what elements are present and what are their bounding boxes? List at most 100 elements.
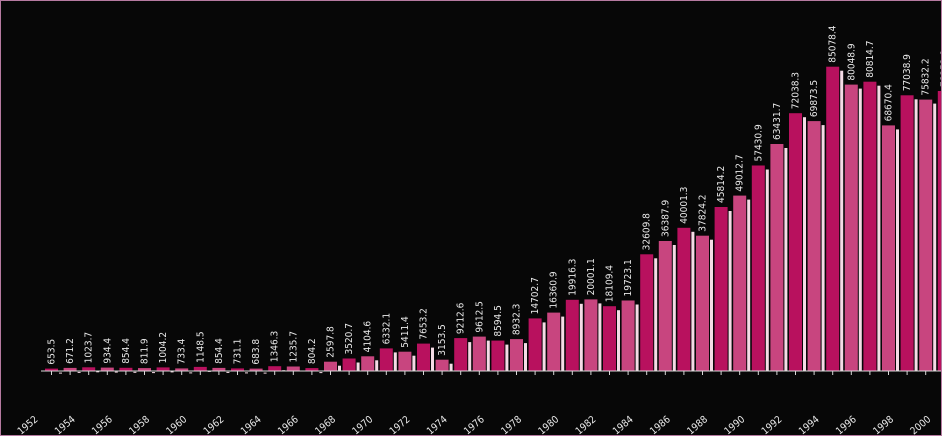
bar-highlight-1988 — [728, 211, 732, 371]
bar-highlight-1961 — [226, 371, 230, 373]
bar-1987 — [696, 235, 709, 371]
bar-1998 — [900, 95, 914, 372]
x-tick-label-1966: 1966 — [276, 414, 301, 435]
x-tick-label-1962: 1962 — [202, 414, 227, 435]
bar-1999 — [919, 99, 933, 371]
x-tick-label-1970: 1970 — [351, 414, 376, 435]
bar-highlight-1997 — [896, 129, 899, 371]
bar-highlight-1971 — [412, 355, 416, 371]
bar-1990 — [751, 165, 765, 371]
value-label-1958: 1004.2 — [158, 332, 169, 363]
bar-highlight-1963 — [263, 372, 267, 374]
value-label-1968: 3520.7 — [344, 323, 355, 354]
value-label-1977: 8932.3 — [512, 304, 523, 335]
bar-1989 — [733, 195, 747, 371]
value-label-2000: 78252.9 — [939, 50, 941, 87]
value-label-1985: 36387.9 — [660, 200, 671, 237]
x-tick-label-1978: 1978 — [499, 414, 524, 435]
bar-1955 — [100, 367, 114, 371]
bar-1954 — [82, 367, 96, 371]
bar-1959 — [175, 368, 189, 371]
bar-highlight-1977 — [524, 343, 527, 371]
value-label-1954: 1023.7 — [84, 332, 95, 363]
value-label-1989: 49012.7 — [735, 154, 746, 191]
bar-1962 — [231, 368, 244, 371]
bar-1969 — [361, 356, 375, 371]
bar-1958 — [156, 367, 170, 371]
bar-1997 — [882, 125, 895, 372]
value-label-1980: 19916.3 — [567, 259, 578, 296]
x-ticks-group — [51, 371, 927, 375]
bar-highlight-1995 — [858, 88, 862, 371]
bar-highlight-1979 — [561, 316, 565, 371]
value-label-1991: 63431.7 — [772, 103, 783, 140]
bar-1963 — [249, 368, 263, 371]
x-tick-label-1964: 1964 — [239, 414, 264, 435]
bar-1996 — [863, 81, 877, 371]
bar-highlight-1970 — [393, 352, 397, 371]
value-label-1983: 19723.1 — [623, 259, 634, 296]
bar-highlight-1959 — [189, 372, 193, 374]
value-label-1998: 77038.9 — [902, 54, 913, 91]
x-tick-label-1960: 1960 — [165, 414, 190, 435]
bar-1970 — [379, 348, 393, 371]
bar-1978 — [528, 318, 542, 371]
x-tick-label-1982: 1982 — [574, 414, 599, 435]
bar-1984 — [640, 254, 654, 371]
value-label-1957: 811.9 — [140, 338, 151, 364]
bar-highlight-1996 — [877, 85, 881, 371]
bar-1994 — [826, 66, 840, 371]
bar-1952 — [45, 368, 58, 371]
value-label-1988: 45814.2 — [716, 166, 727, 203]
bar-highlight-1953 — [77, 371, 81, 373]
bar-1965 — [286, 366, 300, 371]
bar-2000 — [937, 91, 941, 371]
value-label-1984: 32609.8 — [642, 213, 653, 250]
value-label-1963: 683.8 — [251, 339, 262, 365]
bar-1974 — [454, 338, 468, 371]
value-label-1987: 37824.2 — [698, 194, 709, 231]
bar-highlight-1993 — [821, 125, 825, 371]
bar-highlight-1968 — [356, 362, 360, 371]
bar-1971 — [398, 351, 412, 371]
value-label-1979: 16360.9 — [549, 271, 560, 308]
bar-1960 — [193, 366, 207, 371]
x-tick-label-1956: 1956 — [90, 414, 115, 435]
bar-1957 — [138, 368, 151, 371]
bar-1972 — [417, 343, 430, 371]
bar-highlight-1955 — [114, 371, 118, 373]
value-label-1966: 804.2 — [307, 338, 318, 364]
value-label-1992: 72038.3 — [791, 72, 802, 109]
bar-1991 — [770, 144, 784, 371]
bar-highlight-1975 — [486, 340, 490, 371]
bar-highlight-1974 — [468, 342, 472, 371]
bar-1953 — [63, 367, 77, 371]
bar-1973 — [435, 359, 449, 371]
value-label-1997: 68670.4 — [884, 84, 895, 121]
bar-highlight-1998 — [914, 99, 918, 372]
x-tick-label-1968: 1968 — [313, 414, 338, 435]
bar-highlight-1989 — [747, 199, 751, 371]
bar-highlight-1990 — [765, 169, 769, 371]
bar-highlight-1985 — [672, 245, 676, 371]
bar-highlight-1986 — [691, 231, 695, 371]
bar-1956 — [119, 367, 133, 371]
bar-1966 — [305, 368, 319, 371]
bar-highlight-1987 — [710, 239, 713, 371]
value-label-1994: 85078.4 — [828, 25, 839, 62]
bar-1982 — [603, 306, 616, 371]
bar-highlight-1973 — [449, 363, 453, 371]
value-label-1956: 854.4 — [121, 338, 132, 364]
bar-1983 — [621, 300, 635, 371]
value-label-1964: 1346.3 — [270, 331, 281, 362]
x-tick-label-1992: 1992 — [760, 414, 785, 435]
x-tick-label-1974: 1974 — [425, 414, 450, 435]
value-label-1993: 69873.5 — [809, 80, 820, 117]
bars-group — [45, 66, 941, 374]
x-tick-label-1994: 1994 — [797, 414, 822, 435]
x-tick-label-1952: 1952 — [16, 414, 41, 435]
bar-1992 — [789, 113, 802, 371]
value-label-1971: 5411.4 — [400, 316, 411, 348]
